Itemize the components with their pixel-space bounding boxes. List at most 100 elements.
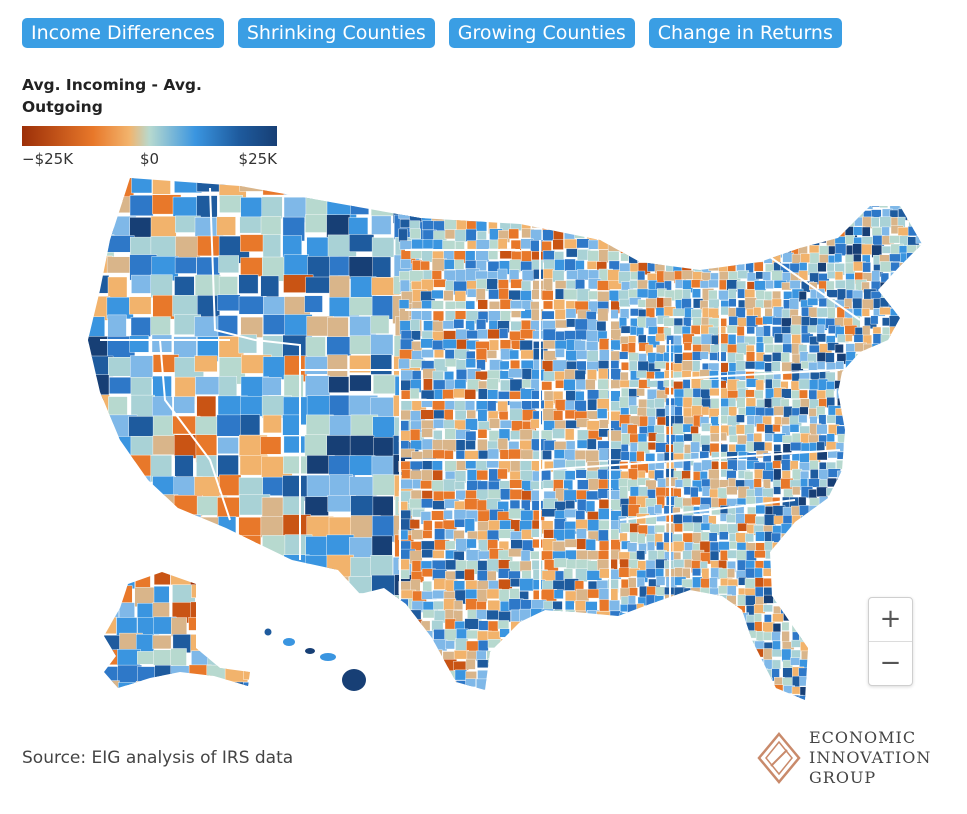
county-cell bbox=[150, 316, 171, 336]
county-cell bbox=[816, 390, 827, 400]
county-cell bbox=[597, 408, 608, 419]
county-cell bbox=[745, 218, 758, 229]
county-cell bbox=[700, 388, 711, 400]
county-cell bbox=[509, 349, 519, 360]
county-cell bbox=[475, 371, 489, 381]
county-cell bbox=[645, 675, 655, 685]
county-cell bbox=[854, 389, 865, 398]
county-cell bbox=[130, 436, 156, 457]
county-cell bbox=[519, 578, 535, 592]
county-cell bbox=[807, 200, 821, 210]
county-cell bbox=[763, 235, 773, 247]
county-cell bbox=[699, 622, 708, 635]
county-cell bbox=[782, 435, 793, 444]
county-cell bbox=[879, 406, 892, 416]
county-cell bbox=[915, 342, 922, 356]
county-cell bbox=[563, 220, 577, 230]
tab-income-differences[interactable]: Income Differences bbox=[22, 18, 224, 48]
county-cell bbox=[263, 314, 288, 335]
county-cell bbox=[628, 614, 640, 625]
zoom-in-button[interactable]: + bbox=[869, 598, 912, 642]
county-cell bbox=[88, 555, 108, 580]
county-cell bbox=[702, 694, 710, 700]
county-cell bbox=[917, 424, 922, 436]
county-cell bbox=[663, 352, 674, 362]
county-cell bbox=[130, 377, 152, 398]
county-cell bbox=[827, 307, 836, 320]
county-cell bbox=[465, 580, 480, 590]
county-cell bbox=[173, 555, 199, 576]
county-cell bbox=[664, 633, 678, 646]
county-cell bbox=[542, 629, 557, 638]
county-cell bbox=[908, 381, 917, 394]
county-cell bbox=[151, 516, 175, 535]
county-cell bbox=[554, 340, 568, 350]
county-cell bbox=[915, 630, 922, 642]
county-cell bbox=[487, 261, 500, 273]
county-cell bbox=[620, 667, 630, 677]
county-cell bbox=[800, 216, 811, 228]
county-cell bbox=[486, 350, 497, 359]
county-cell bbox=[854, 496, 864, 507]
county-cell bbox=[510, 279, 523, 289]
county-cell bbox=[673, 541, 685, 552]
county-cell bbox=[521, 689, 538, 699]
county-cell bbox=[599, 419, 609, 429]
county-cell bbox=[637, 660, 651, 671]
county-cell bbox=[619, 486, 628, 499]
county-map[interactable] bbox=[0, 170, 967, 710]
county-cell bbox=[727, 568, 735, 578]
county-cell bbox=[880, 585, 890, 596]
county-cell bbox=[871, 578, 883, 588]
county-cell bbox=[423, 658, 438, 670]
county-cell bbox=[728, 694, 741, 700]
county-cell bbox=[88, 496, 118, 526]
county-cell bbox=[588, 269, 600, 280]
county-cell bbox=[790, 657, 800, 666]
tab-change-in-returns[interactable]: Change in Returns bbox=[648, 18, 842, 48]
county-cell bbox=[238, 556, 268, 584]
county-cell bbox=[871, 495, 882, 507]
county-cell bbox=[262, 535, 287, 563]
county-cell bbox=[709, 488, 719, 499]
county-cell bbox=[891, 513, 902, 523]
county-cell bbox=[628, 660, 642, 668]
county-cell bbox=[890, 479, 901, 492]
county-cell bbox=[808, 588, 820, 597]
county-cell bbox=[818, 496, 829, 508]
county-cell bbox=[692, 288, 701, 298]
county-cell bbox=[727, 641, 740, 651]
county-cell bbox=[745, 595, 756, 606]
county-cell bbox=[682, 684, 691, 695]
county-cell bbox=[807, 297, 819, 306]
county-cell bbox=[853, 452, 862, 460]
county-cell bbox=[647, 703, 657, 710]
county-cell bbox=[620, 371, 629, 382]
county-cell bbox=[880, 460, 891, 471]
county-cell bbox=[843, 603, 852, 614]
county-cell bbox=[530, 608, 544, 619]
tab-shrinking-counties[interactable]: Shrinking Counties bbox=[237, 18, 435, 48]
county-cell bbox=[729, 677, 741, 686]
county-cell bbox=[675, 677, 685, 690]
county-cell bbox=[619, 532, 628, 543]
county-cell bbox=[399, 349, 414, 360]
tab-growing-counties[interactable]: Growing Counties bbox=[448, 18, 635, 48]
county-cell bbox=[475, 270, 488, 280]
county-cell bbox=[853, 621, 866, 635]
county-cell bbox=[828, 209, 841, 220]
county-cell bbox=[530, 648, 541, 661]
county-cell bbox=[607, 239, 623, 252]
county-cell bbox=[674, 523, 683, 533]
county-cell bbox=[781, 208, 793, 217]
county-cell bbox=[152, 415, 177, 437]
county-cell bbox=[541, 619, 552, 632]
county-cell bbox=[465, 678, 477, 688]
county-cell bbox=[906, 586, 920, 598]
county-cell bbox=[683, 317, 692, 327]
county-cell bbox=[621, 433, 631, 447]
county-cell bbox=[735, 208, 748, 218]
county-cell bbox=[673, 685, 685, 696]
zoom-out-button[interactable]: − bbox=[879, 648, 902, 678]
county-cell bbox=[586, 198, 598, 208]
